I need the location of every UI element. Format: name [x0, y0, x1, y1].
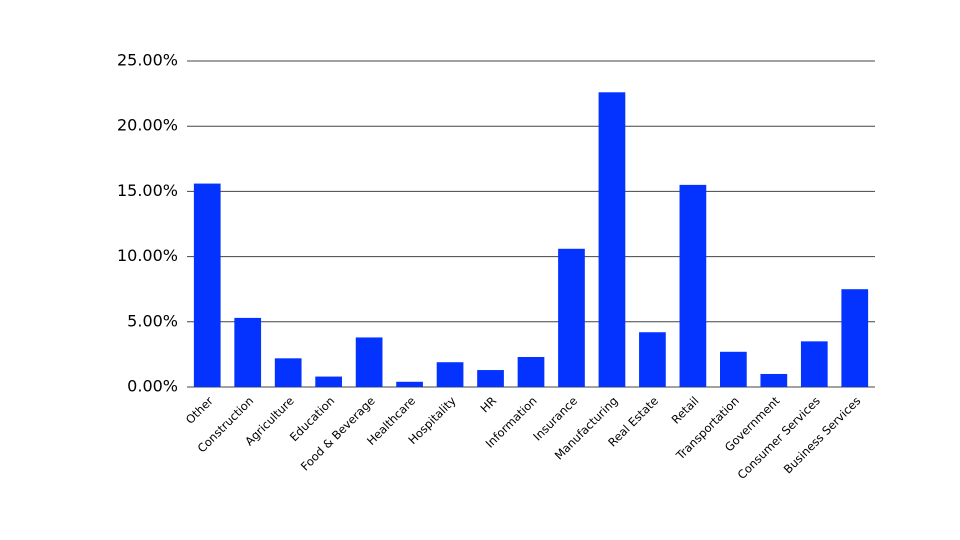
bar	[315, 376, 343, 387]
bar	[193, 183, 221, 387]
y-tick-label: 10.00%	[117, 246, 178, 265]
x-tick-label: Retail	[669, 394, 702, 427]
x-tick-label: Other	[183, 394, 216, 427]
bar	[234, 317, 262, 387]
bar	[679, 184, 707, 387]
y-tick-label: 20.00%	[117, 116, 178, 135]
bar	[598, 92, 626, 388]
bar	[841, 289, 869, 387]
bar	[800, 341, 828, 387]
x-tick-label: Business Services	[781, 394, 864, 477]
x-tick-label: HR	[477, 394, 499, 416]
bar	[274, 358, 302, 387]
bar	[639, 332, 666, 387]
bar	[477, 370, 504, 387]
y-tick-label: 5.00%	[127, 311, 178, 330]
bar	[396, 381, 423, 387]
bar	[517, 357, 545, 387]
y-tick-label: 0.00%	[127, 377, 178, 396]
bar	[719, 351, 747, 387]
y-tick-label: 15.00%	[117, 181, 178, 200]
bar	[760, 373, 788, 387]
bar	[355, 337, 383, 387]
bar	[558, 248, 585, 387]
y-tick-label: 25.00%	[117, 51, 178, 70]
x-tick-label: Food & Beverage	[298, 394, 378, 474]
bar	[436, 362, 464, 387]
